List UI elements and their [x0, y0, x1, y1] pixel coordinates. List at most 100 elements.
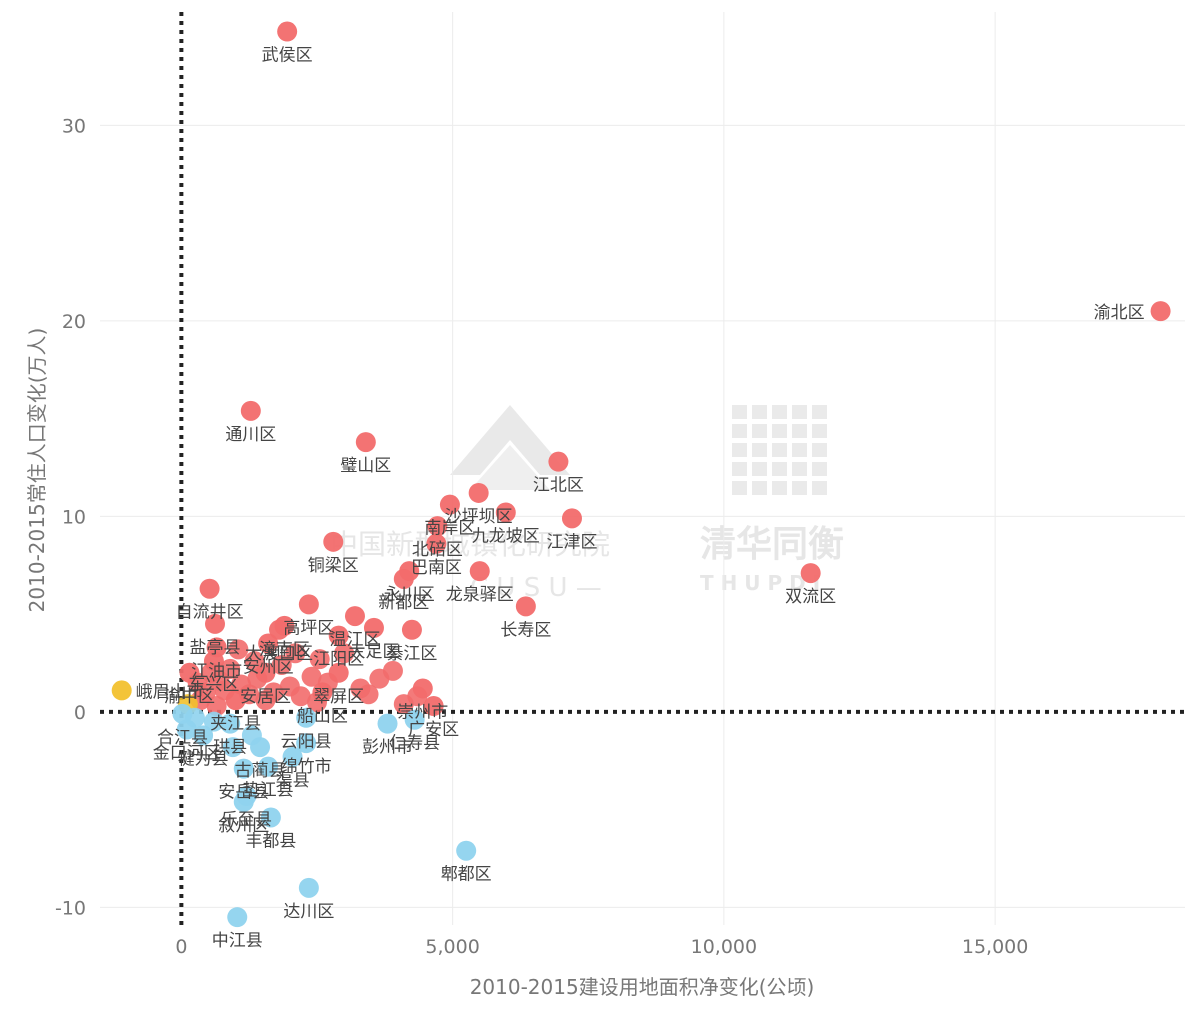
x-tick-label: 0 [175, 936, 187, 958]
data-point [285, 643, 306, 664]
data-label: 双流区 [785, 587, 836, 607]
watermark-grid-cell [732, 462, 747, 476]
data-point [439, 494, 460, 515]
watermark-grid-cell [772, 481, 787, 495]
data-point [258, 633, 279, 654]
watermark-right-title: 清华同衡 [700, 524, 844, 565]
data-point [495, 502, 516, 523]
watermark-grid-cell [752, 443, 767, 457]
data-label: 永川区 [384, 585, 435, 605]
data-label: 巴南区 [411, 558, 462, 578]
data-point [205, 613, 226, 634]
data-point [111, 680, 132, 701]
data-point [377, 713, 398, 734]
x-tick-label: 15,000 [962, 936, 1028, 958]
data-point [220, 658, 241, 679]
data-point [199, 578, 220, 599]
data-point [548, 451, 569, 472]
data-label: 合江县 [157, 728, 208, 748]
data-point [290, 686, 311, 707]
data-point [309, 649, 330, 670]
data-point [255, 690, 276, 711]
data-label: 云阳县 [281, 732, 332, 752]
watermark-grid-cell [812, 405, 827, 419]
data-label: 盐亭县 [190, 638, 241, 658]
y-tick-label: 0 [74, 702, 86, 724]
y-tick-label: 30 [62, 115, 86, 137]
data-label: 仁寿县 [389, 734, 440, 754]
data-point [423, 696, 444, 717]
data-label: 垫江县 [243, 781, 294, 801]
data-point [328, 625, 349, 646]
watermark-grid-cell [752, 424, 767, 438]
grid [100, 12, 1185, 925]
watermark-grid-cell [732, 405, 747, 419]
watermark-grid-cell [812, 424, 827, 438]
data-label: 丰都县 [245, 831, 296, 851]
data-label: 长寿区 [500, 620, 551, 640]
data-label: 璧山区 [340, 456, 391, 476]
data-point [227, 907, 248, 928]
data-label: 江油市 [191, 661, 242, 681]
data-label: 温江区 [329, 630, 380, 650]
watermark-grid-cell [772, 405, 787, 419]
reference-lines [100, 12, 1185, 925]
watermark-grid-cell [812, 462, 827, 476]
data-label: 安州区 [243, 657, 294, 677]
data-point [328, 662, 349, 683]
data-label: 渝北区 [1094, 303, 1145, 323]
data-point [203, 711, 224, 732]
data-label: 南岸区 [424, 519, 475, 539]
data-point [296, 707, 317, 728]
data-label: 沙坪坝区 [445, 507, 513, 527]
data-label: 江北区 [533, 476, 584, 496]
data-point [382, 660, 403, 681]
data-point [363, 617, 384, 638]
data-label: 犍为县 [178, 749, 229, 769]
data-point [240, 400, 261, 421]
watermark-grid-cell [812, 443, 827, 457]
data-label: 珙县 [213, 738, 247, 758]
data-label: 江津区 [546, 532, 597, 552]
data-label: 大渡口区 [245, 644, 313, 664]
watermark-grid-cell [732, 443, 747, 457]
data-point [298, 594, 319, 615]
watermark-left-sub: C U S U — [470, 573, 602, 603]
data-point [220, 713, 241, 734]
data-label: 大足区 [348, 642, 399, 662]
data-label: 峨眉山市 [136, 682, 204, 702]
data-point [334, 643, 355, 664]
watermark-grid-cell [792, 424, 807, 438]
data-point [312, 682, 333, 703]
data-point [469, 561, 490, 582]
data-point [176, 719, 197, 740]
data-point [468, 482, 489, 503]
data-point [401, 619, 422, 640]
data-label: 东兴区 [188, 675, 239, 695]
data-label: 乐至县 [221, 810, 272, 830]
data-label: 新都区 [378, 593, 429, 613]
watermark-logo-right [732, 405, 827, 495]
data-label: 古蔺县 [235, 761, 286, 781]
x-axis-title: 2010-2015建设用地面积净变化(公顷) [470, 975, 815, 999]
y-tick-label: -10 [55, 897, 86, 919]
data-label: 安岳县 [218, 783, 269, 803]
y-tick-label: 20 [62, 311, 86, 333]
data-point [1150, 301, 1171, 322]
data-point [404, 709, 425, 730]
y-tick-label: 10 [62, 506, 86, 528]
y-axis-title: 2010-2015常住人口变化(万人) [25, 328, 49, 613]
data-point [301, 666, 322, 687]
data-point [225, 690, 246, 711]
watermark-grid-cell [792, 481, 807, 495]
data-point [515, 596, 536, 617]
watermark-grid-cell [752, 405, 767, 419]
data-label: 夹江县 [210, 714, 261, 734]
data-point [203, 651, 224, 672]
data-label: 翠屏区 [313, 687, 364, 707]
data-point [427, 516, 448, 537]
data-point [393, 568, 414, 589]
data-point [296, 733, 317, 754]
